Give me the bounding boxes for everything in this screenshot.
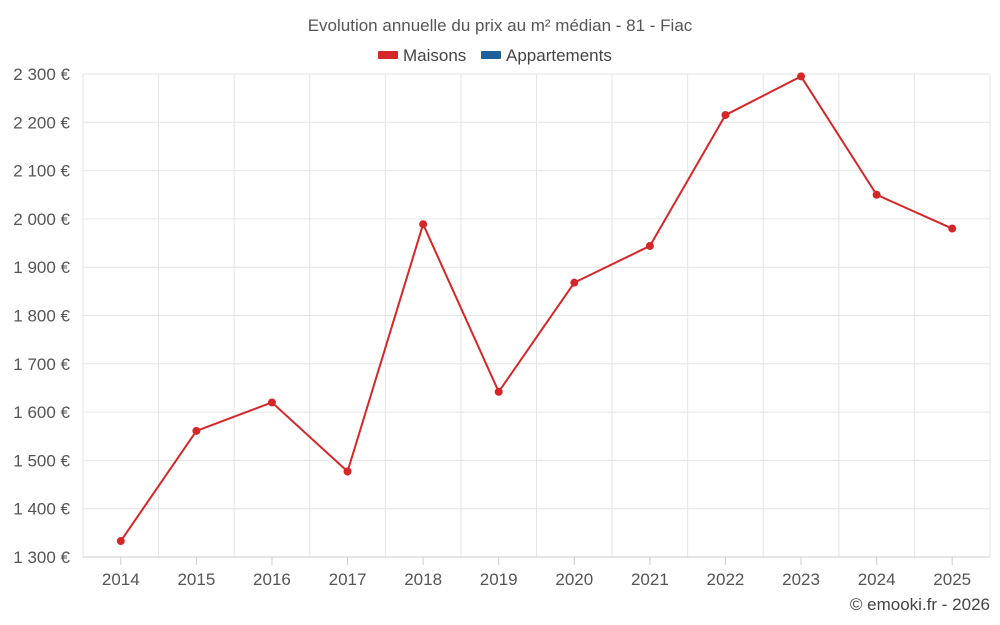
x-tick-label: 2019 (480, 570, 518, 589)
y-tick-label: 2 300 € (13, 65, 70, 84)
legend-swatch-appartements (481, 51, 501, 59)
x-tick-label: 2024 (858, 570, 896, 589)
data-point[interactable] (343, 467, 352, 476)
legend-label-maisons: Maisons (403, 46, 466, 65)
x-tick-label: 2015 (177, 570, 215, 589)
legend: Maisons Appartements (378, 46, 612, 65)
y-tick-label: 1 900 € (13, 258, 70, 277)
x-tick-label: 2016 (253, 570, 291, 589)
axes (83, 556, 990, 565)
series-line-maisons (119, 75, 953, 542)
credit-text: © emooki.fr - 2026 (850, 595, 990, 614)
x-tick-label: 2021 (631, 570, 669, 589)
x-tick-label: 2022 (707, 570, 745, 589)
legend-swatch-maisons (378, 51, 398, 59)
chart-title: Evolution annuelle du prix au m² médian … (308, 16, 693, 35)
gridlines (82, 73, 991, 557)
y-tick-label: 1 500 € (13, 451, 70, 470)
y-tick-label: 2 100 € (13, 162, 70, 181)
y-tick-label: 1 600 € (13, 403, 70, 422)
x-axis-tick-labels: 2014 2015 2016 2017 2018 2019 2020 2021 2022 2023… (102, 570, 971, 589)
y-tick-label: 2 000 € (13, 210, 70, 229)
y-tick-label: 1 300 € (13, 548, 70, 567)
legend-item-maisons[interactable]: Maisons (378, 46, 466, 65)
data-point[interactable] (570, 278, 579, 287)
y-axis-tick-labels: 1 300 € 1 400 € 1 500 € 1 600 € 1 700 € 1 800… (13, 65, 70, 567)
data-point[interactable] (267, 398, 276, 407)
x-tick-label: 2025 (933, 570, 971, 589)
x-tick-label: 2014 (102, 570, 140, 589)
data-point[interactable] (419, 220, 428, 229)
x-tick-label: 2023 (782, 570, 820, 589)
y-tick-label: 1 400 € (13, 500, 70, 519)
legend-item-appartements[interactable]: Appartements (481, 46, 612, 65)
y-tick-label: 2 200 € (13, 113, 70, 132)
data-point[interactable] (872, 190, 881, 199)
data-point[interactable] (192, 426, 201, 435)
data-point[interactable] (494, 387, 503, 396)
y-tick-label: 1 800 € (13, 307, 70, 326)
x-tick-label: 2017 (329, 570, 367, 589)
data-point[interactable] (948, 224, 957, 233)
x-tick-label: 2018 (404, 570, 442, 589)
data-point[interactable] (116, 537, 125, 546)
series-maisons (116, 72, 957, 546)
x-tick-label: 2020 (555, 570, 593, 589)
legend-label-appartements: Appartements (506, 46, 612, 65)
data-point[interactable] (645, 241, 654, 250)
data-point[interactable] (797, 72, 806, 81)
y-tick-label: 1 700 € (13, 355, 70, 374)
data-point[interactable] (721, 111, 730, 120)
